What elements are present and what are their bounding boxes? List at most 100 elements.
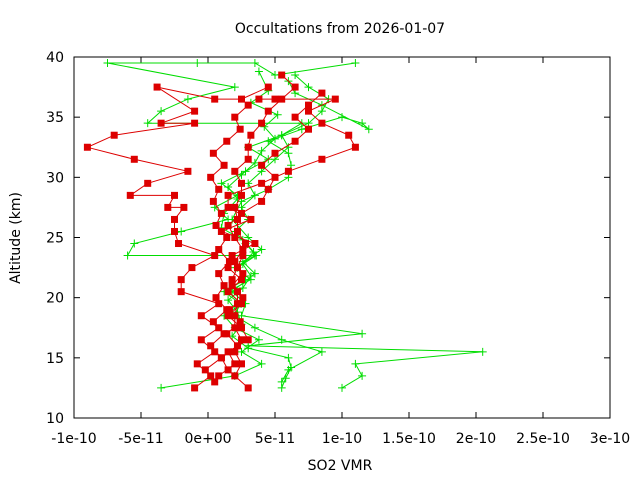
data-point [224, 312, 232, 320]
x-tick-label: 1.5e-10 [382, 431, 436, 447]
data-point [318, 89, 326, 97]
data-point [228, 252, 236, 260]
data-point [175, 240, 183, 248]
plot-frame [73, 56, 611, 419]
x-tick-label: 2.5e-10 [516, 431, 570, 447]
data-point [193, 59, 202, 68]
data-point [183, 95, 192, 104]
data-point [231, 372, 239, 380]
data-point [238, 300, 245, 308]
data-point [244, 155, 252, 163]
data-point [223, 234, 231, 241]
data-point [258, 119, 266, 127]
data-point [157, 107, 166, 116]
data-point [271, 71, 279, 80]
data-point [238, 360, 245, 368]
data-point [264, 83, 272, 91]
data-point [83, 143, 91, 151]
data-point [351, 59, 360, 68]
data-point [331, 95, 339, 103]
data-point [103, 59, 112, 68]
data-point [250, 323, 259, 332]
data-point [215, 300, 223, 308]
data-point [224, 203, 232, 211]
x-tick-label: 0e+00 [184, 431, 231, 447]
data-point [130, 155, 138, 163]
data-point [233, 342, 241, 350]
series-line [231, 80, 483, 389]
data-point [171, 227, 178, 235]
data-point [250, 269, 259, 278]
data-point [224, 366, 232, 374]
y-tick-label: 10 [46, 411, 64, 427]
data-point [478, 347, 487, 356]
data-point [215, 270, 223, 278]
data-point [224, 264, 232, 272]
data-point [338, 113, 346, 122]
data-point [246, 272, 255, 281]
data-point [233, 264, 241, 272]
data-point [130, 239, 139, 248]
data-point [264, 137, 273, 146]
data-point [144, 179, 152, 187]
data-point [358, 371, 367, 380]
data-point [184, 167, 192, 175]
series-profile-4 [217, 67, 296, 392]
data-point [239, 294, 247, 302]
data-point [317, 107, 326, 116]
data-point [264, 107, 272, 115]
data-point [255, 95, 263, 103]
data-point [351, 143, 359, 151]
y-tick-label: 15 [46, 351, 64, 367]
data-point [250, 158, 259, 167]
data-point [238, 191, 245, 199]
data-point [338, 383, 346, 392]
data-point [231, 203, 239, 211]
data-point [207, 372, 215, 380]
data-point [191, 384, 199, 392]
data-point [211, 95, 219, 103]
data-point [238, 179, 245, 187]
data-point [212, 294, 220, 302]
data-point [277, 383, 286, 392]
data-point [238, 259, 247, 268]
data-point [250, 59, 259, 68]
data-point [287, 363, 296, 372]
data-point [258, 179, 266, 187]
data-point [153, 83, 161, 91]
axis-ticks: -1e-10 -5e-11 0e+00 5e-11 1e-10 1.5e-10 2e-10 2… [46, 50, 630, 447]
x-tick-label: -1e-10 [51, 431, 96, 447]
data-point [237, 170, 246, 179]
data-point [217, 354, 225, 362]
data-point [254, 335, 263, 344]
data-point [193, 360, 201, 368]
data-point [171, 215, 178, 223]
x-tick-label: -5e-11 [118, 431, 163, 447]
data-point [238, 284, 247, 293]
data-point [305, 101, 312, 109]
data-point [278, 71, 286, 79]
data-point [273, 110, 282, 119]
x-tick-label: 5e-11 [255, 431, 295, 447]
data-point [207, 173, 215, 181]
data-point [224, 348, 232, 356]
data-point [209, 318, 217, 326]
data-point [291, 113, 299, 121]
data-point [305, 125, 312, 133]
data-point [244, 179, 253, 188]
data-point [277, 131, 286, 140]
data-point [209, 197, 217, 205]
data-point [177, 227, 186, 236]
data-point [244, 143, 252, 151]
data-point [224, 296, 233, 305]
series-layer [83, 59, 487, 392]
data-point [238, 336, 245, 344]
y-tick-label: 20 [46, 291, 64, 307]
data-point [110, 131, 118, 139]
data-point [201, 366, 209, 374]
data-point [238, 95, 245, 103]
data-point [231, 234, 239, 241]
data-point [231, 113, 239, 121]
data-point [304, 83, 313, 92]
